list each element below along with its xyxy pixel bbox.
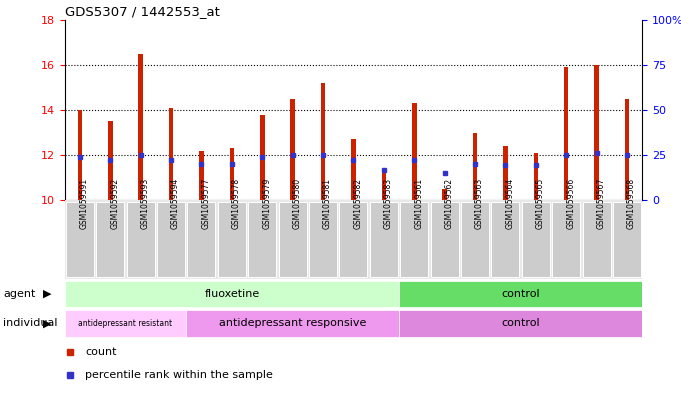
- FancyBboxPatch shape: [552, 202, 580, 277]
- Bar: [199, 151, 204, 200]
- FancyBboxPatch shape: [187, 202, 215, 277]
- FancyBboxPatch shape: [339, 202, 368, 277]
- Text: GSM1059593: GSM1059593: [141, 178, 150, 229]
- FancyBboxPatch shape: [127, 202, 155, 277]
- FancyBboxPatch shape: [66, 202, 94, 277]
- Text: GSM1059561: GSM1059561: [414, 178, 423, 229]
- FancyBboxPatch shape: [583, 202, 611, 277]
- FancyBboxPatch shape: [65, 281, 399, 307]
- Text: ▶: ▶: [43, 289, 51, 299]
- Text: agent: agent: [3, 289, 36, 299]
- Text: control: control: [501, 289, 540, 299]
- FancyBboxPatch shape: [370, 202, 398, 277]
- Bar: [290, 99, 295, 200]
- FancyBboxPatch shape: [157, 202, 185, 277]
- Bar: [443, 189, 447, 200]
- Bar: [473, 132, 477, 200]
- Text: GSM1059580: GSM1059580: [293, 178, 302, 229]
- Text: GSM1059567: GSM1059567: [597, 178, 605, 229]
- Bar: [260, 114, 264, 200]
- Text: GSM1059563: GSM1059563: [475, 178, 484, 229]
- Text: GSM1059581: GSM1059581: [323, 178, 332, 229]
- Text: GSM1059564: GSM1059564: [505, 178, 514, 229]
- Text: GSM1059565: GSM1059565: [536, 178, 545, 229]
- FancyBboxPatch shape: [399, 281, 642, 307]
- Bar: [78, 110, 82, 200]
- FancyBboxPatch shape: [430, 202, 458, 277]
- FancyBboxPatch shape: [218, 202, 246, 277]
- FancyBboxPatch shape: [249, 202, 276, 277]
- Text: ▶: ▶: [43, 318, 51, 328]
- FancyBboxPatch shape: [187, 310, 399, 336]
- Bar: [564, 67, 569, 200]
- Text: GSM1059591: GSM1059591: [80, 178, 89, 229]
- Text: GSM1059566: GSM1059566: [566, 178, 575, 229]
- Bar: [412, 103, 417, 200]
- Bar: [381, 173, 386, 200]
- Text: control: control: [501, 318, 540, 328]
- Text: percentile rank within the sample: percentile rank within the sample: [85, 370, 273, 380]
- Text: GDS5307 / 1442553_at: GDS5307 / 1442553_at: [65, 6, 219, 18]
- FancyBboxPatch shape: [400, 202, 428, 277]
- FancyBboxPatch shape: [613, 202, 641, 277]
- Bar: [138, 53, 143, 200]
- Bar: [595, 65, 599, 200]
- FancyBboxPatch shape: [399, 310, 642, 336]
- Text: GSM1059577: GSM1059577: [202, 178, 210, 229]
- Text: GSM1059579: GSM1059579: [262, 178, 271, 229]
- Text: GSM1059583: GSM1059583: [384, 178, 393, 229]
- FancyBboxPatch shape: [522, 202, 550, 277]
- FancyBboxPatch shape: [309, 202, 337, 277]
- Bar: [169, 108, 174, 200]
- Bar: [108, 121, 112, 200]
- Bar: [624, 99, 629, 200]
- Text: GSM1059592: GSM1059592: [110, 178, 119, 229]
- FancyBboxPatch shape: [461, 202, 489, 277]
- Text: fluoxetine: fluoxetine: [204, 289, 259, 299]
- Text: individual: individual: [3, 318, 58, 328]
- Bar: [533, 153, 538, 200]
- FancyBboxPatch shape: [65, 310, 187, 336]
- Bar: [351, 140, 355, 200]
- Text: count: count: [85, 347, 116, 357]
- Bar: [229, 149, 234, 200]
- Text: GSM1059594: GSM1059594: [171, 178, 180, 229]
- FancyBboxPatch shape: [96, 202, 124, 277]
- Text: GSM1059568: GSM1059568: [627, 178, 636, 229]
- Text: GSM1059562: GSM1059562: [445, 178, 454, 229]
- Text: antidepressant responsive: antidepressant responsive: [219, 318, 366, 328]
- FancyBboxPatch shape: [279, 202, 306, 277]
- Text: GSM1059582: GSM1059582: [353, 178, 362, 229]
- Text: GSM1059578: GSM1059578: [232, 178, 241, 229]
- Bar: [321, 83, 326, 200]
- Bar: [503, 146, 508, 200]
- FancyBboxPatch shape: [492, 202, 520, 277]
- Text: antidepressant resistant: antidepressant resistant: [78, 319, 172, 328]
